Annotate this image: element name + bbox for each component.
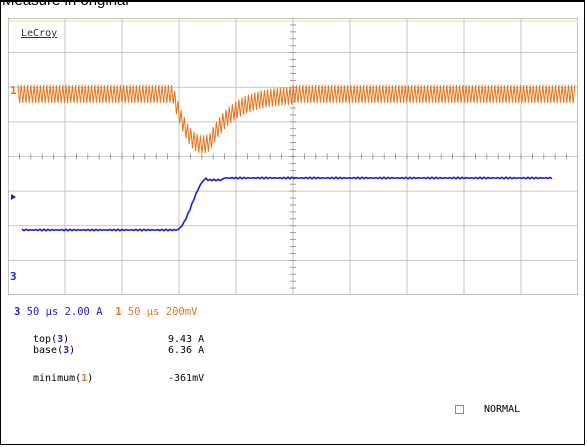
measurement-base-value: 6.36 A bbox=[168, 345, 205, 356]
ch1-badge[interactable]: 1 bbox=[115, 306, 122, 318]
channel-1-trace bbox=[17, 84, 576, 154]
measurement-top-name: top bbox=[33, 334, 52, 345]
measurement-base[interactable]: base(3) bbox=[33, 345, 76, 356]
trigger-mode-checkbox[interactable] bbox=[455, 405, 464, 414]
measurement-base-ch: 3 bbox=[63, 345, 70, 356]
channel-3-marker: 3 bbox=[10, 270, 17, 283]
scale-row: 3 50 µs 2.00 A 1 50 µs 200mV bbox=[14, 306, 197, 318]
ch3-timebase: 50 µs bbox=[26, 306, 59, 318]
ch3-vdiv: 2.00 A bbox=[64, 306, 103, 318]
top-border bbox=[0, 0, 585, 2]
trigger-mode-label: NORMAL bbox=[484, 404, 521, 415]
measurement-minimum-ch: 1 bbox=[81, 373, 88, 384]
graticule-ticks bbox=[8, 18, 578, 295]
measurement-minimum-value: -361mV bbox=[168, 373, 205, 384]
ch3-badge[interactable]: 3 bbox=[14, 306, 21, 318]
caption-text: Measure in original bbox=[2, 0, 129, 9]
measurement-minimum[interactable]: minimum(1) bbox=[33, 373, 94, 384]
ch1-timebase: 50 µs bbox=[127, 306, 160, 318]
channel-1-marker: 1 bbox=[10, 84, 17, 97]
channel-3-offset-marker bbox=[11, 194, 16, 200]
measurement-top-value: 9.43 A bbox=[168, 334, 205, 345]
measurement-top-ch: 3 bbox=[57, 334, 64, 345]
scope-display: 1 3 bbox=[8, 18, 578, 295]
channel-3-trace bbox=[21, 176, 553, 232]
brand-logo: LeCroy bbox=[21, 28, 58, 39]
measurement-top[interactable]: top(3) bbox=[33, 334, 70, 345]
ch1-vdiv: 200mV bbox=[165, 306, 198, 318]
measurement-base-name: base bbox=[33, 345, 58, 356]
measurement-minimum-name: minimum bbox=[33, 373, 76, 384]
